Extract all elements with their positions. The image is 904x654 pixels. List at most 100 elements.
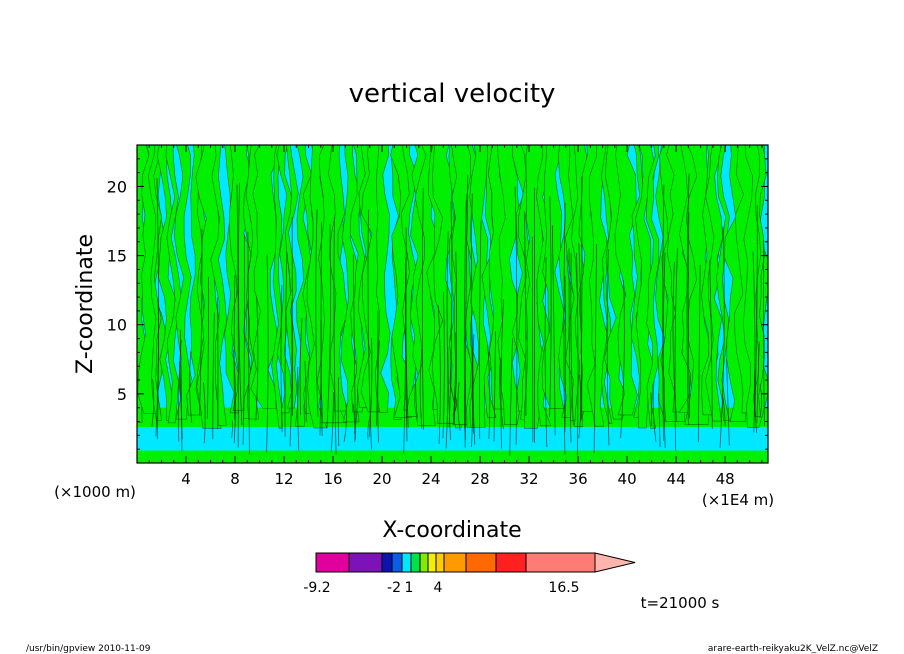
- contour-line: [326, 224, 332, 429]
- contour-line: [549, 196, 552, 418]
- x-tick-label: 44: [667, 470, 686, 488]
- contour-line: [448, 201, 453, 428]
- contour-line: [337, 377, 340, 447]
- contour-line: [315, 209, 319, 417]
- footer-left: /usr/bin/gpview 2010-11-09: [26, 644, 151, 654]
- contour-line: [231, 420, 233, 439]
- x-tick-label: 48: [716, 470, 735, 488]
- chart-title: vertical velocity: [349, 79, 556, 109]
- contour-line: [368, 338, 373, 437]
- contour-line: [463, 199, 467, 448]
- contour-line: [499, 358, 504, 430]
- contour-line: [606, 249, 610, 446]
- updraft-plume: [295, 145, 313, 427]
- contour-line: [289, 301, 293, 447]
- colorbar-segment: [381, 552, 393, 573]
- contour-line: [367, 415, 371, 440]
- x-tick-label: 20: [373, 470, 392, 488]
- contour-line: [722, 394, 726, 427]
- contour-line: [524, 211, 527, 416]
- x-tick-label: 32: [520, 470, 539, 488]
- contour-line: [445, 347, 449, 449]
- updraft-plume: [284, 145, 299, 409]
- colorbar-label: 4: [434, 580, 443, 596]
- contour-line: [352, 404, 356, 443]
- y-tick-label: 15: [107, 247, 127, 266]
- updraft-plume: [469, 145, 490, 428]
- updraft-plume: [147, 145, 163, 421]
- updraft-plume: [210, 145, 227, 426]
- colorbar-label: 16.5: [548, 580, 579, 596]
- colorbar-segment: [348, 552, 383, 573]
- contour-line: [207, 276, 209, 419]
- contour-line: [752, 251, 756, 433]
- contour-line: [754, 205, 758, 417]
- contour-line: [453, 332, 457, 426]
- y-axis: 5 10 15 20: [107, 158, 768, 450]
- contour-line: [403, 227, 407, 454]
- contour-line: [178, 339, 182, 442]
- contour-line: [620, 279, 625, 439]
- contour-line: [570, 252, 574, 426]
- contour-line: [465, 174, 469, 441]
- contour-line: [687, 212, 690, 419]
- contour-line: [697, 264, 701, 443]
- x-tick-label: 4: [181, 470, 191, 488]
- contour-line: [719, 226, 725, 448]
- contour-line: [652, 381, 657, 442]
- colorbar-segment: [495, 552, 527, 573]
- contour-line: [299, 317, 303, 415]
- contour-line: [376, 310, 379, 426]
- contour-line: [650, 392, 653, 427]
- colorbar-segment: [443, 552, 467, 573]
- contour-line: [343, 402, 347, 442]
- y-tick-label: 5: [117, 385, 127, 404]
- contour-line: [726, 358, 730, 446]
- contour-line: [452, 251, 457, 425]
- contour-line: [509, 338, 513, 456]
- contour-line: [237, 182, 243, 426]
- x-axis: 4 8 12 16 20 24 28 32 36 40 44 48: [148, 145, 763, 488]
- contour-line: [304, 360, 307, 422]
- contour-line: [457, 381, 461, 431]
- contour-line: [544, 257, 548, 448]
- contour-line: [415, 372, 418, 419]
- colorbar-segment: [465, 552, 497, 573]
- contour-line: [471, 316, 474, 448]
- colorbar-segment: [391, 552, 403, 573]
- contour-line: [330, 391, 334, 452]
- colorbar-segment: [525, 552, 596, 573]
- contour-line: [493, 331, 496, 442]
- time-label: t=21000 s: [641, 594, 720, 612]
- contour-line: [437, 305, 441, 444]
- contour-line: [531, 236, 534, 442]
- contour-line: [563, 202, 566, 455]
- contour-line: [576, 252, 579, 456]
- x-tick-label: 40: [618, 470, 637, 488]
- contour-line: [471, 334, 475, 434]
- updraft-plume: [174, 145, 192, 420]
- contour-line: [686, 173, 690, 425]
- contour-line: [247, 231, 250, 455]
- contour-line: [203, 382, 206, 444]
- contour-line: [487, 344, 491, 440]
- contour-line: [500, 299, 504, 449]
- contour-line: [319, 320, 322, 436]
- x-tick-label: 12: [274, 470, 293, 488]
- contour-line: [284, 251, 288, 437]
- contour-line: [754, 369, 757, 433]
- contour-line: [266, 254, 269, 453]
- contour-line: [759, 384, 763, 418]
- colorbar-segment: [419, 552, 429, 573]
- updraft-plume: [635, 145, 655, 429]
- x-axis-label: X-coordinate: [382, 518, 521, 543]
- contour-line: [662, 252, 666, 449]
- contour-line: [421, 187, 424, 430]
- contour-line: [551, 225, 556, 436]
- colorbar-segment: [410, 552, 421, 573]
- plot-frame: [136, 144, 769, 464]
- colorbar: -9.2 -2 1 4 16.5: [303, 552, 636, 596]
- contour-line: [297, 366, 300, 451]
- colorbar-arrow: [594, 552, 636, 573]
- ground-band: [137, 450, 768, 463]
